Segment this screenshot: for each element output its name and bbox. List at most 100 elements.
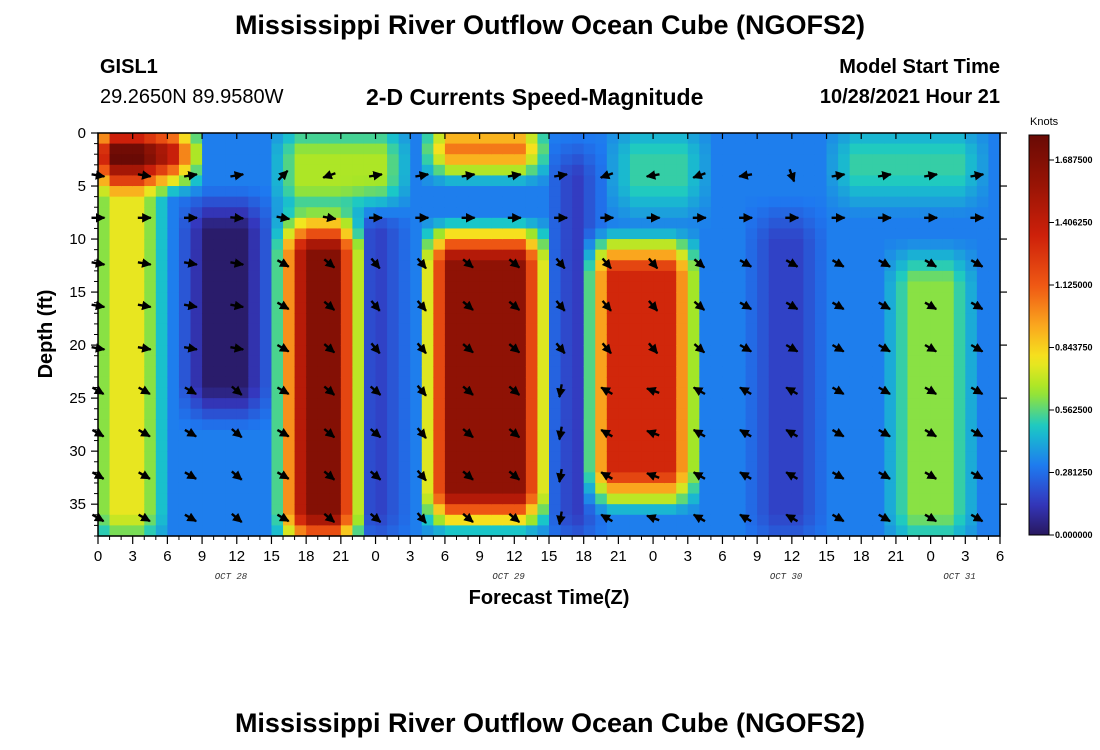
- current-arrow: [508, 385, 521, 396]
- heatmap-cell: [572, 387, 585, 399]
- current-arrow: [276, 512, 290, 523]
- heatmap-cell: [363, 504, 377, 516]
- heatmap-cell: [190, 260, 203, 272]
- heatmap-cell: [375, 249, 388, 261]
- heatmap-cell: [317, 525, 330, 537]
- heatmap-cell: [468, 429, 481, 442]
- heatmap-cell: [745, 525, 758, 537]
- heatmap-cell: [872, 281, 885, 293]
- heatmap-cell: [271, 323, 284, 336]
- heatmap-cell: [514, 398, 527, 410]
- heatmap-cell: [537, 345, 550, 357]
- heatmap-cell: [699, 525, 712, 537]
- heatmap-cell: [838, 323, 851, 336]
- heatmap-cell: [722, 292, 735, 304]
- heatmap-cell: [202, 366, 215, 378]
- colorbar-tick-label: 1.125000: [1055, 280, 1093, 290]
- heatmap-cell: [895, 366, 909, 378]
- heatmap-cell: [479, 398, 492, 410]
- heatmap-cell: [190, 302, 203, 314]
- heatmap-cell: [109, 398, 122, 410]
- heatmap-cell: [468, 154, 481, 166]
- heatmap-cell: [768, 472, 781, 484]
- heatmap-cell: [780, 408, 793, 420]
- current-arrow: [600, 386, 614, 396]
- heatmap-cell: [780, 207, 793, 219]
- heatmap-cell: [872, 260, 885, 272]
- heatmap-cell: [178, 472, 192, 484]
- heatmap-cell: [942, 133, 955, 145]
- current-arrow: [416, 512, 427, 524]
- heatmap-cell: [363, 292, 377, 304]
- heatmap-cell: [294, 366, 307, 378]
- heatmap-cell: [433, 355, 446, 367]
- heatmap-cell: [791, 408, 805, 420]
- heatmap-cell: [757, 419, 770, 431]
- heatmap-cell: [953, 228, 966, 240]
- heatmap-cell: [653, 207, 666, 219]
- heatmap-cell: [768, 366, 781, 378]
- heatmap-cell: [595, 143, 608, 155]
- heatmap-cell: [236, 440, 249, 452]
- heatmap-cell: [167, 514, 180, 526]
- heatmap-cell: [444, 186, 458, 198]
- heatmap-cell: [872, 228, 885, 240]
- heatmap-cell: [919, 376, 932, 389]
- heatmap-cell: [618, 493, 631, 505]
- heatmap-cell: [248, 366, 261, 378]
- heatmap-cell: [664, 366, 677, 378]
- heatmap-cell: [976, 249, 990, 261]
- heatmap-cell: [283, 143, 296, 155]
- heatmap-cell: [780, 143, 793, 155]
- heatmap-cell: [363, 366, 377, 378]
- heatmap-cell: [433, 472, 446, 484]
- heatmap-cell: [109, 228, 122, 240]
- heatmap-cell: [861, 334, 874, 346]
- heatmap-cell: [202, 345, 215, 357]
- heatmap-cell: [722, 398, 735, 410]
- heatmap-cell: [213, 482, 226, 495]
- heatmap-cell: [537, 398, 550, 410]
- heatmap-cell: [167, 461, 180, 473]
- heatmap-cell: [398, 504, 411, 516]
- heatmap-cell: [907, 461, 920, 473]
- heatmap-cell: [861, 504, 874, 516]
- heatmap-cell: [502, 429, 515, 442]
- heatmap-cell: [352, 429, 365, 442]
- heatmap-cell: [132, 355, 145, 367]
- heatmap-cell: [479, 143, 492, 155]
- heatmap-cell: [514, 419, 527, 431]
- heatmap-cell: [676, 270, 689, 283]
- heatmap-cell: [479, 334, 492, 346]
- heatmap-cell: [213, 154, 226, 166]
- heatmap-cell: [502, 355, 515, 367]
- current-arrow: [739, 343, 753, 353]
- heatmap-cell: [294, 355, 307, 367]
- heatmap-cell: [433, 164, 446, 177]
- heatmap-cell: [444, 376, 458, 389]
- heatmap-cell: [468, 482, 481, 495]
- heatmap-cell: [468, 493, 481, 505]
- heatmap-cell: [352, 419, 365, 431]
- speed-heatmap: [98, 133, 1001, 537]
- heatmap-cell: [190, 313, 203, 325]
- heatmap-cell: [537, 504, 550, 516]
- heatmap-cell: [132, 461, 145, 473]
- heatmap-cell: [144, 482, 157, 495]
- heatmap-cell: [814, 461, 828, 473]
- heatmap-cell: [178, 514, 192, 526]
- current-arrow: [692, 428, 706, 439]
- current-arrow: [323, 385, 336, 396]
- heatmap-cell: [398, 376, 411, 389]
- heatmap-cell: [849, 376, 862, 389]
- heatmap-cell: [826, 292, 839, 304]
- heatmap-cell: [155, 239, 168, 251]
- heatmap-cell: [525, 143, 539, 155]
- heatmap-cell: [919, 472, 932, 484]
- heatmap-cell: [456, 292, 469, 304]
- current-arrow: [831, 300, 845, 311]
- heatmap-cell: [861, 302, 874, 314]
- heatmap-cell: [225, 228, 238, 240]
- heatmap-cell: [306, 133, 319, 145]
- heatmap-cell: [352, 164, 365, 177]
